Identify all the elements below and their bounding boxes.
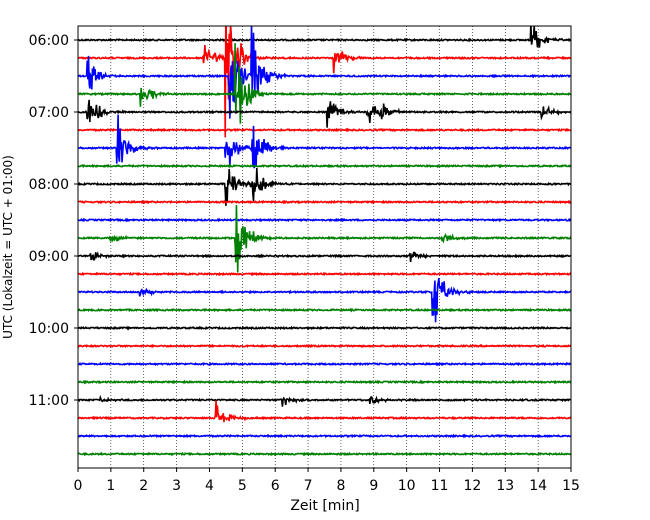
trace-19 bbox=[78, 379, 571, 385]
trace-3 bbox=[78, 43, 571, 124]
trace-0 bbox=[78, 26, 571, 48]
trace-15 bbox=[78, 307, 571, 313]
x-tick-label: 1 bbox=[106, 478, 115, 494]
x-tick-label: 11 bbox=[431, 478, 449, 494]
trace-10 bbox=[78, 217, 571, 223]
trace-9 bbox=[78, 199, 571, 205]
x-tick-label: 15 bbox=[562, 478, 580, 494]
trace-16 bbox=[78, 325, 571, 331]
x-tick-label: 6 bbox=[271, 478, 280, 494]
y-tick-label: 06:00 bbox=[29, 33, 69, 49]
x-tick-label: 9 bbox=[369, 478, 378, 494]
trace-14 bbox=[78, 277, 571, 323]
y-tick-label: 08:00 bbox=[29, 177, 69, 193]
trace-8 bbox=[78, 167, 571, 206]
x-axis-label: Zeit [min] bbox=[290, 498, 359, 514]
trace-17 bbox=[78, 343, 571, 349]
trace-18 bbox=[78, 361, 571, 367]
x-tick-label: 7 bbox=[304, 478, 313, 494]
trace-6 bbox=[78, 114, 571, 169]
trace-23 bbox=[78, 451, 571, 457]
y-tick-label: 07:00 bbox=[29, 105, 69, 121]
x-tick-label: 3 bbox=[172, 478, 181, 494]
y-axis: 06:00 07:00 08:00 09:00 10:00 11:00 bbox=[29, 33, 78, 409]
trace-13 bbox=[78, 271, 571, 277]
y-tick-label: 10:00 bbox=[29, 321, 69, 337]
x-axis: 0 1 2 3 4 5 6 7 8 9 10 11 12 13 14 15 bbox=[74, 468, 580, 494]
trace-12 bbox=[78, 251, 571, 263]
x-tick-label: 4 bbox=[205, 478, 214, 494]
trace-1 bbox=[78, 26, 571, 138]
trace-2 bbox=[78, 26, 571, 119]
x-tick-label: 14 bbox=[529, 478, 547, 494]
trace-4 bbox=[78, 99, 571, 128]
x-tick-label: 12 bbox=[463, 478, 481, 494]
trace-11 bbox=[78, 205, 571, 273]
trace-5 bbox=[78, 127, 571, 133]
plot-area bbox=[77, 25, 572, 469]
trace-20 bbox=[78, 394, 571, 407]
x-tick-label: 2 bbox=[139, 478, 148, 494]
x-tick-label: 5 bbox=[238, 478, 247, 494]
x-tick-label: 8 bbox=[336, 478, 345, 494]
x-tick-label: 10 bbox=[398, 478, 416, 494]
y-axis-label: UTC (Lokalzeit = UTC + 01:00) bbox=[1, 155, 15, 339]
trace-7 bbox=[78, 163, 571, 169]
x-tick-label: 0 bbox=[74, 478, 83, 494]
x-tick-label: 13 bbox=[496, 478, 514, 494]
trace-21 bbox=[78, 400, 571, 423]
y-tick-label: 11:00 bbox=[29, 393, 69, 409]
plot-frame bbox=[77, 25, 572, 469]
y-tick-label: 09:00 bbox=[29, 249, 69, 265]
trace-22 bbox=[78, 433, 571, 439]
